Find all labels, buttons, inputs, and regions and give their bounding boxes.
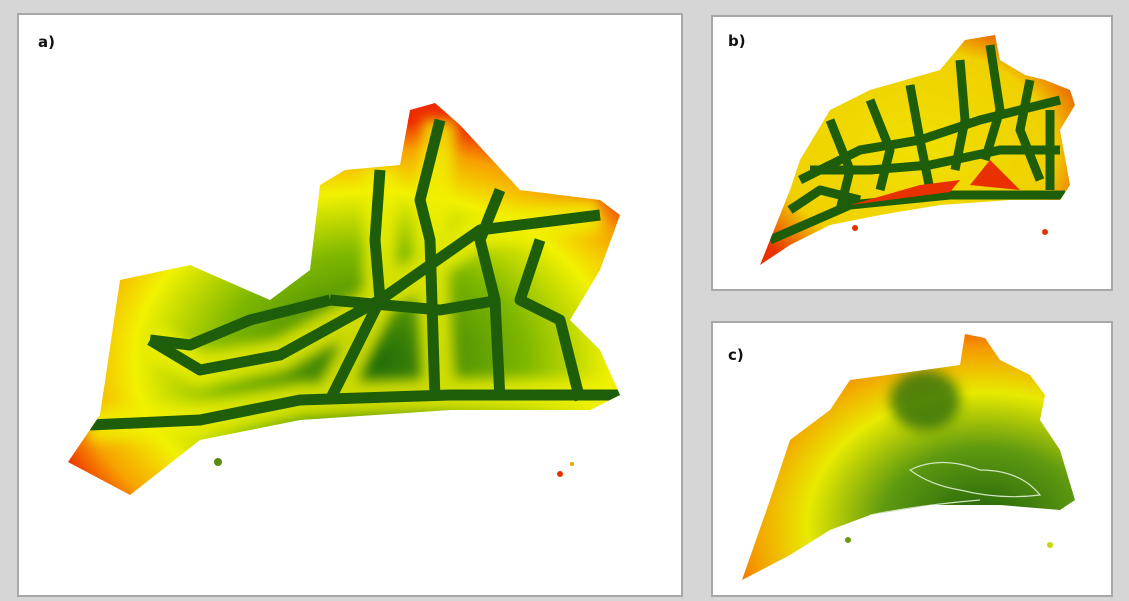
islet [852, 225, 858, 231]
page: a) b) [0, 0, 1129, 601]
islet [570, 462, 574, 466]
islet [1047, 542, 1053, 548]
islet [214, 458, 222, 466]
panel-label: c) [728, 346, 744, 364]
islet [557, 471, 563, 477]
panel-label: a) [38, 33, 55, 51]
islet [1042, 229, 1048, 235]
figure: a) b) [0, 0, 1129, 601]
islet [845, 537, 851, 543]
panel-label: b) [728, 32, 746, 50]
